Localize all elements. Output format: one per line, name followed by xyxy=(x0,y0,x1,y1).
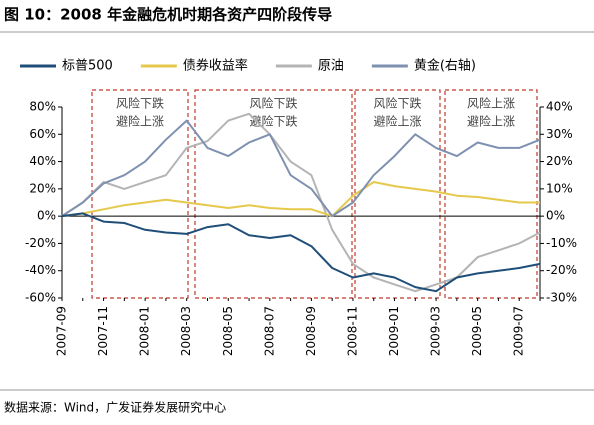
x-tick-label: 2008-03 xyxy=(179,306,193,356)
y2-tick-label: 10% xyxy=(546,181,573,195)
x-tick-label: 2008-11 xyxy=(345,306,359,356)
source-note: 数据来源：Wind，广发证券发展研究中心 xyxy=(4,400,226,415)
y-tick-label: 40% xyxy=(29,154,56,168)
x-tick-label: 2007-09 xyxy=(55,306,69,356)
y-tick-label: 0% xyxy=(37,209,56,223)
series-line xyxy=(61,119,541,218)
x-tick-label: 2009-07 xyxy=(512,306,526,356)
legend-label: 黄金(右轴) xyxy=(414,58,476,74)
annotation-text: 避险上涨 xyxy=(116,114,164,129)
x-tick-label: 2009-01 xyxy=(387,306,401,356)
series-line xyxy=(61,212,541,293)
y2-tick-label: -10% xyxy=(546,236,577,250)
x-tick-label: 2008-07 xyxy=(262,306,276,356)
y2-tick-label: 0% xyxy=(546,209,565,223)
legend-label: 标普500 xyxy=(62,59,113,74)
legend-label: 债券收益率 xyxy=(183,58,248,74)
x-tick-label: 2009-03 xyxy=(429,306,443,356)
x-tick-label: 2007-11 xyxy=(96,306,110,356)
series-line xyxy=(61,181,540,218)
y2-tick-label: -30% xyxy=(546,291,577,305)
chart-title: 图 10：2008 年金融危机时期各资产四阶段传导 xyxy=(4,6,332,24)
y-tick-label: -60% xyxy=(25,291,56,305)
legend-label: 原油 xyxy=(318,59,344,74)
x-tick-label: 2008-05 xyxy=(221,306,235,356)
x-tick-label: 2008-09 xyxy=(304,306,318,356)
y-tick-label: -40% xyxy=(25,263,56,277)
annotation-box xyxy=(354,89,441,299)
series-line xyxy=(61,112,541,293)
y2-tick-label: -20% xyxy=(546,263,577,277)
annotation-text: 风险下跌 xyxy=(373,96,421,111)
y-tick-label: -20% xyxy=(25,236,56,250)
y-tick-label: 80% xyxy=(29,100,56,114)
y2-tick-label: 30% xyxy=(546,127,573,141)
annotation-text: 避险上涨 xyxy=(373,114,421,129)
annotation-box xyxy=(194,89,353,299)
annotation-text: 避险上涨 xyxy=(467,114,515,129)
annotation-text: 风险上涨 xyxy=(467,96,515,111)
y-tick-label: 20% xyxy=(29,181,56,195)
x-tick-label: 2008-01 xyxy=(138,306,152,356)
y-tick-label: 60% xyxy=(29,127,56,141)
x-tick-label: 2009-05 xyxy=(470,306,484,356)
y2-tick-label: 20% xyxy=(546,154,573,168)
annotation-text: 风险下跌 xyxy=(249,96,297,111)
annotation-text: 风险下跌 xyxy=(116,96,164,111)
annotation-box xyxy=(444,89,538,299)
y2-tick-label: 40% xyxy=(546,100,573,114)
